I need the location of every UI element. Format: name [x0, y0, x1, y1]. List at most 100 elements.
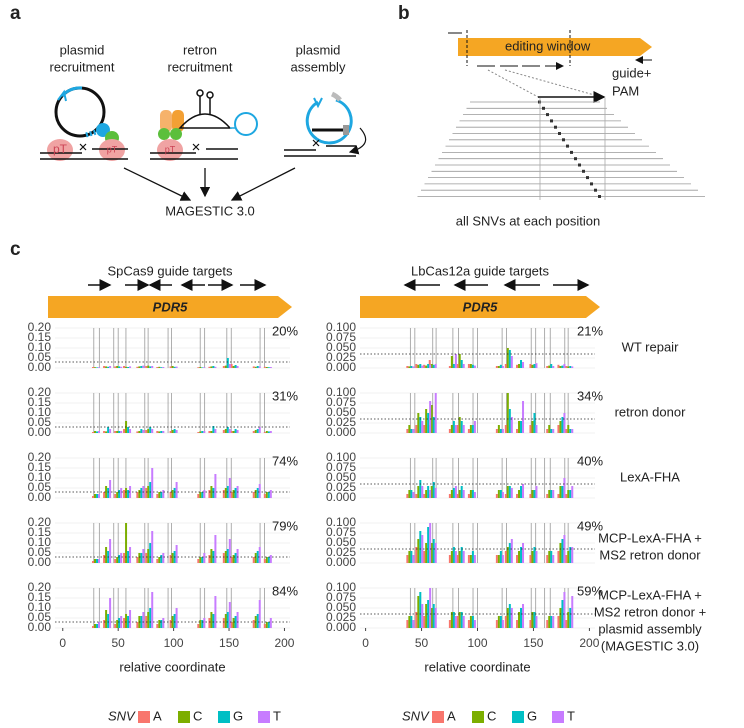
- bar: [254, 366, 257, 368]
- bar: [529, 555, 532, 563]
- bar: [138, 431, 141, 433]
- bar: [529, 425, 532, 433]
- bar: [412, 366, 415, 368]
- y-tick-label: 0.10: [28, 600, 52, 614]
- bar: [123, 490, 126, 498]
- bar: [201, 431, 204, 433]
- bar: [149, 608, 152, 628]
- bar: [557, 551, 560, 563]
- bar: [510, 539, 513, 563]
- bar: [546, 366, 549, 368]
- bar: [495, 366, 498, 368]
- snv-dot: [566, 144, 569, 148]
- bar: [123, 553, 126, 563]
- bar: [467, 429, 470, 433]
- bar: [269, 618, 272, 628]
- y-tick-label: 0.15: [28, 460, 52, 474]
- bar: [214, 535, 217, 563]
- y-tick-label: 0.075: [326, 525, 356, 539]
- bar: [263, 432, 266, 433]
- bar: [557, 425, 560, 433]
- bar: [462, 364, 465, 368]
- bar: [408, 551, 411, 563]
- result-label: MAGESTIC 3.0: [165, 203, 255, 218]
- bar: [92, 496, 95, 498]
- bar: [125, 488, 128, 498]
- bar: [136, 557, 139, 563]
- percent-label: 40%: [577, 453, 603, 468]
- bar: [506, 608, 509, 628]
- bar: [256, 614, 259, 628]
- protein-label: pT: [53, 142, 68, 156]
- bar: [448, 620, 451, 628]
- bar: [456, 425, 459, 433]
- bar: [116, 431, 119, 433]
- bar: [462, 425, 465, 433]
- bar: [156, 494, 159, 498]
- bar: [208, 431, 211, 433]
- bar: [258, 484, 261, 498]
- bar: [224, 614, 227, 628]
- bar: [508, 543, 511, 563]
- bar: [169, 620, 172, 628]
- bar: [518, 421, 521, 433]
- bar: [548, 616, 551, 628]
- bar: [448, 555, 451, 563]
- bar: [252, 620, 255, 628]
- bar: [501, 366, 504, 368]
- gene-arrow: [360, 296, 600, 318]
- bar: [116, 492, 119, 498]
- y-tick-label: 0.100: [326, 515, 356, 529]
- bar: [203, 367, 206, 368]
- x-tick-label: 200: [579, 636, 599, 650]
- bar: [516, 620, 519, 628]
- snv-dot: [550, 119, 553, 123]
- bar: [552, 490, 555, 498]
- bar: [109, 539, 112, 563]
- bar: [105, 486, 108, 498]
- bar: [92, 367, 95, 368]
- bar: [417, 596, 420, 628]
- snv-dot: [562, 138, 565, 142]
- bar: [224, 365, 227, 368]
- bar: [518, 551, 521, 563]
- bar: [201, 492, 204, 498]
- bar: [432, 482, 435, 498]
- bar: [569, 366, 572, 368]
- bar: [531, 551, 534, 563]
- bar: [452, 547, 455, 563]
- bar: [432, 539, 435, 563]
- bar: [258, 547, 261, 563]
- bar: [236, 430, 239, 433]
- bar: [212, 488, 215, 498]
- snv-dot: [582, 169, 585, 173]
- bar: [497, 490, 500, 498]
- bar: [98, 431, 101, 433]
- x-tick-label: 150: [523, 636, 543, 650]
- bar: [520, 421, 523, 433]
- bar: [140, 616, 143, 628]
- protein-label: pT: [165, 144, 176, 154]
- row-label: WT repair: [622, 339, 679, 354]
- bar: [142, 612, 145, 628]
- bar: [567, 612, 570, 628]
- percent-label: 21%: [577, 323, 603, 338]
- y-tick-label: 0.05: [28, 350, 52, 364]
- bar: [454, 616, 457, 628]
- bar: [561, 417, 564, 433]
- bar: [412, 620, 415, 628]
- bar: [267, 492, 270, 498]
- bar: [114, 431, 117, 433]
- legend-label: C: [193, 708, 202, 723]
- snv-dot: [546, 113, 549, 117]
- snv-dot: [578, 163, 581, 167]
- bar: [546, 494, 549, 498]
- row-label: LexA-FHA: [620, 469, 680, 484]
- bar: [434, 543, 437, 563]
- bar: [140, 366, 143, 368]
- bar: [427, 413, 430, 433]
- bar: [138, 553, 141, 563]
- bar: [116, 557, 119, 563]
- bar: [234, 488, 237, 498]
- bar: [222, 618, 225, 628]
